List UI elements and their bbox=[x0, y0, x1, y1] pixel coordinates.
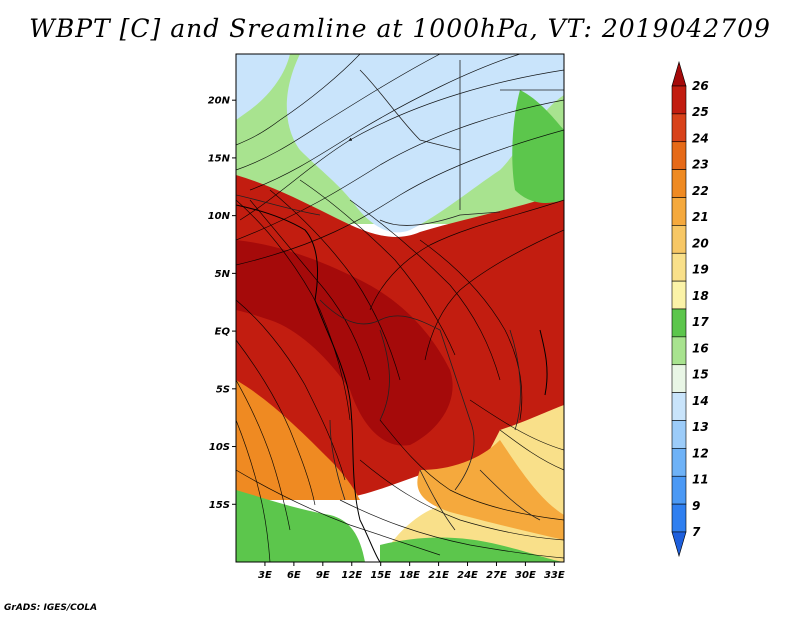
region-east-green bbox=[512, 90, 564, 203]
lon-tick-label: 18E bbox=[399, 570, 420, 581]
region-south-green bbox=[236, 490, 365, 562]
colorbar-label: 7 bbox=[692, 525, 701, 539]
lon-tick-label: 27E bbox=[486, 570, 507, 581]
lon-tick-label: 33E bbox=[544, 570, 565, 581]
lat-tick-label: 15N bbox=[208, 153, 231, 164]
lon-tick-label: 6E bbox=[287, 570, 301, 581]
lon-tick-label: 24E bbox=[457, 570, 478, 581]
region-south-green-east bbox=[380, 537, 564, 562]
colorbar-swatch bbox=[671, 531, 687, 558]
colorbar-swatch bbox=[671, 308, 687, 338]
colorbar-label: 12 bbox=[692, 446, 709, 460]
map-frame bbox=[235, 53, 565, 563]
colorbar-label: 23 bbox=[692, 158, 709, 172]
chart-title: WBPT [C] and Sreamline at 1000hPa, VT: 2… bbox=[29, 14, 771, 43]
colorbar-swatch bbox=[671, 448, 687, 477]
colorbar-label: 14 bbox=[692, 394, 709, 408]
colorbar-swatch bbox=[671, 169, 687, 198]
colorbar-swatch bbox=[671, 280, 687, 310]
country-borders bbox=[236, 60, 564, 531]
colorbar-label: 9 bbox=[692, 499, 700, 513]
lat-tick-label: 10S bbox=[209, 442, 230, 453]
colorbar-swatch bbox=[671, 392, 687, 421]
colorbar-label: 24 bbox=[692, 131, 709, 145]
streamlines bbox=[236, 54, 564, 562]
colorbar-swatch bbox=[671, 60, 687, 87]
colorbar-swatch bbox=[671, 141, 687, 170]
region-southeast-orange bbox=[417, 440, 564, 540]
colorbar-swatch bbox=[671, 85, 687, 115]
lon-tick-label: 3E bbox=[258, 570, 272, 581]
lon-tick-label: 15E bbox=[370, 570, 391, 581]
colorbar-label: 20 bbox=[692, 236, 709, 250]
region-deep-red bbox=[236, 240, 453, 446]
colorbar-label: 25 bbox=[692, 105, 709, 119]
colorbar-label: 22 bbox=[692, 184, 709, 198]
lat-tick-label: 20N bbox=[208, 96, 231, 107]
colorbar-swatch bbox=[671, 364, 687, 393]
colorbar-swatch bbox=[671, 113, 687, 143]
lon-tick-label: 12E bbox=[341, 570, 362, 581]
colorbar-label: 26 bbox=[692, 79, 709, 93]
latitude-axis: 20N 15N 10N 5N EQ 5S 10S 15S bbox=[208, 96, 236, 511]
longitude-axis: 3E 6E 9E 12E 15E 18E 21E 24E 27E 30E 33E bbox=[258, 562, 565, 581]
colorbar-swatch bbox=[671, 420, 687, 449]
lon-tick-label: 9E bbox=[316, 570, 330, 581]
coastline bbox=[236, 204, 381, 562]
colorbar-label: 16 bbox=[692, 341, 709, 355]
colorbar-label: 15 bbox=[692, 368, 709, 382]
region-north-light bbox=[286, 54, 564, 233]
colorbar-swatch bbox=[671, 336, 687, 366]
map-field bbox=[236, 54, 564, 562]
colorbar-swatch bbox=[671, 503, 687, 533]
colorbar-swatch bbox=[671, 252, 687, 282]
lat-tick-label: EQ bbox=[215, 327, 231, 338]
colorbar-swatch bbox=[671, 225, 687, 254]
colorbar-label: 18 bbox=[692, 289, 709, 303]
colorbar: 26 25 24 23 22 21 20 19 18 17 16 15 14 13 12 11 9 7 bbox=[671, 60, 709, 558]
colorbar-swatch bbox=[671, 475, 687, 505]
colorbar-label: 17 bbox=[692, 315, 709, 329]
lat-tick-label: 15S bbox=[209, 500, 230, 511]
lon-tick-label: 21E bbox=[428, 570, 449, 581]
east-coastline bbox=[539, 329, 548, 396]
lat-tick-label: 10N bbox=[208, 211, 231, 222]
credit-text: GrADS: IGES/COLA bbox=[4, 603, 98, 613]
lat-tick-label: 5S bbox=[216, 384, 230, 395]
colorbar-label: 11 bbox=[692, 473, 709, 487]
region-north-light-west bbox=[236, 54, 290, 120]
colorbar-label: 13 bbox=[692, 420, 709, 434]
region-southwest-orange bbox=[236, 380, 360, 500]
colorbar-label: 21 bbox=[692, 210, 709, 224]
colorbar-label: 19 bbox=[692, 263, 709, 277]
lon-tick-label: 30E bbox=[515, 570, 536, 581]
colorbar-swatch bbox=[671, 197, 687, 226]
lat-tick-label: 5N bbox=[215, 269, 231, 280]
